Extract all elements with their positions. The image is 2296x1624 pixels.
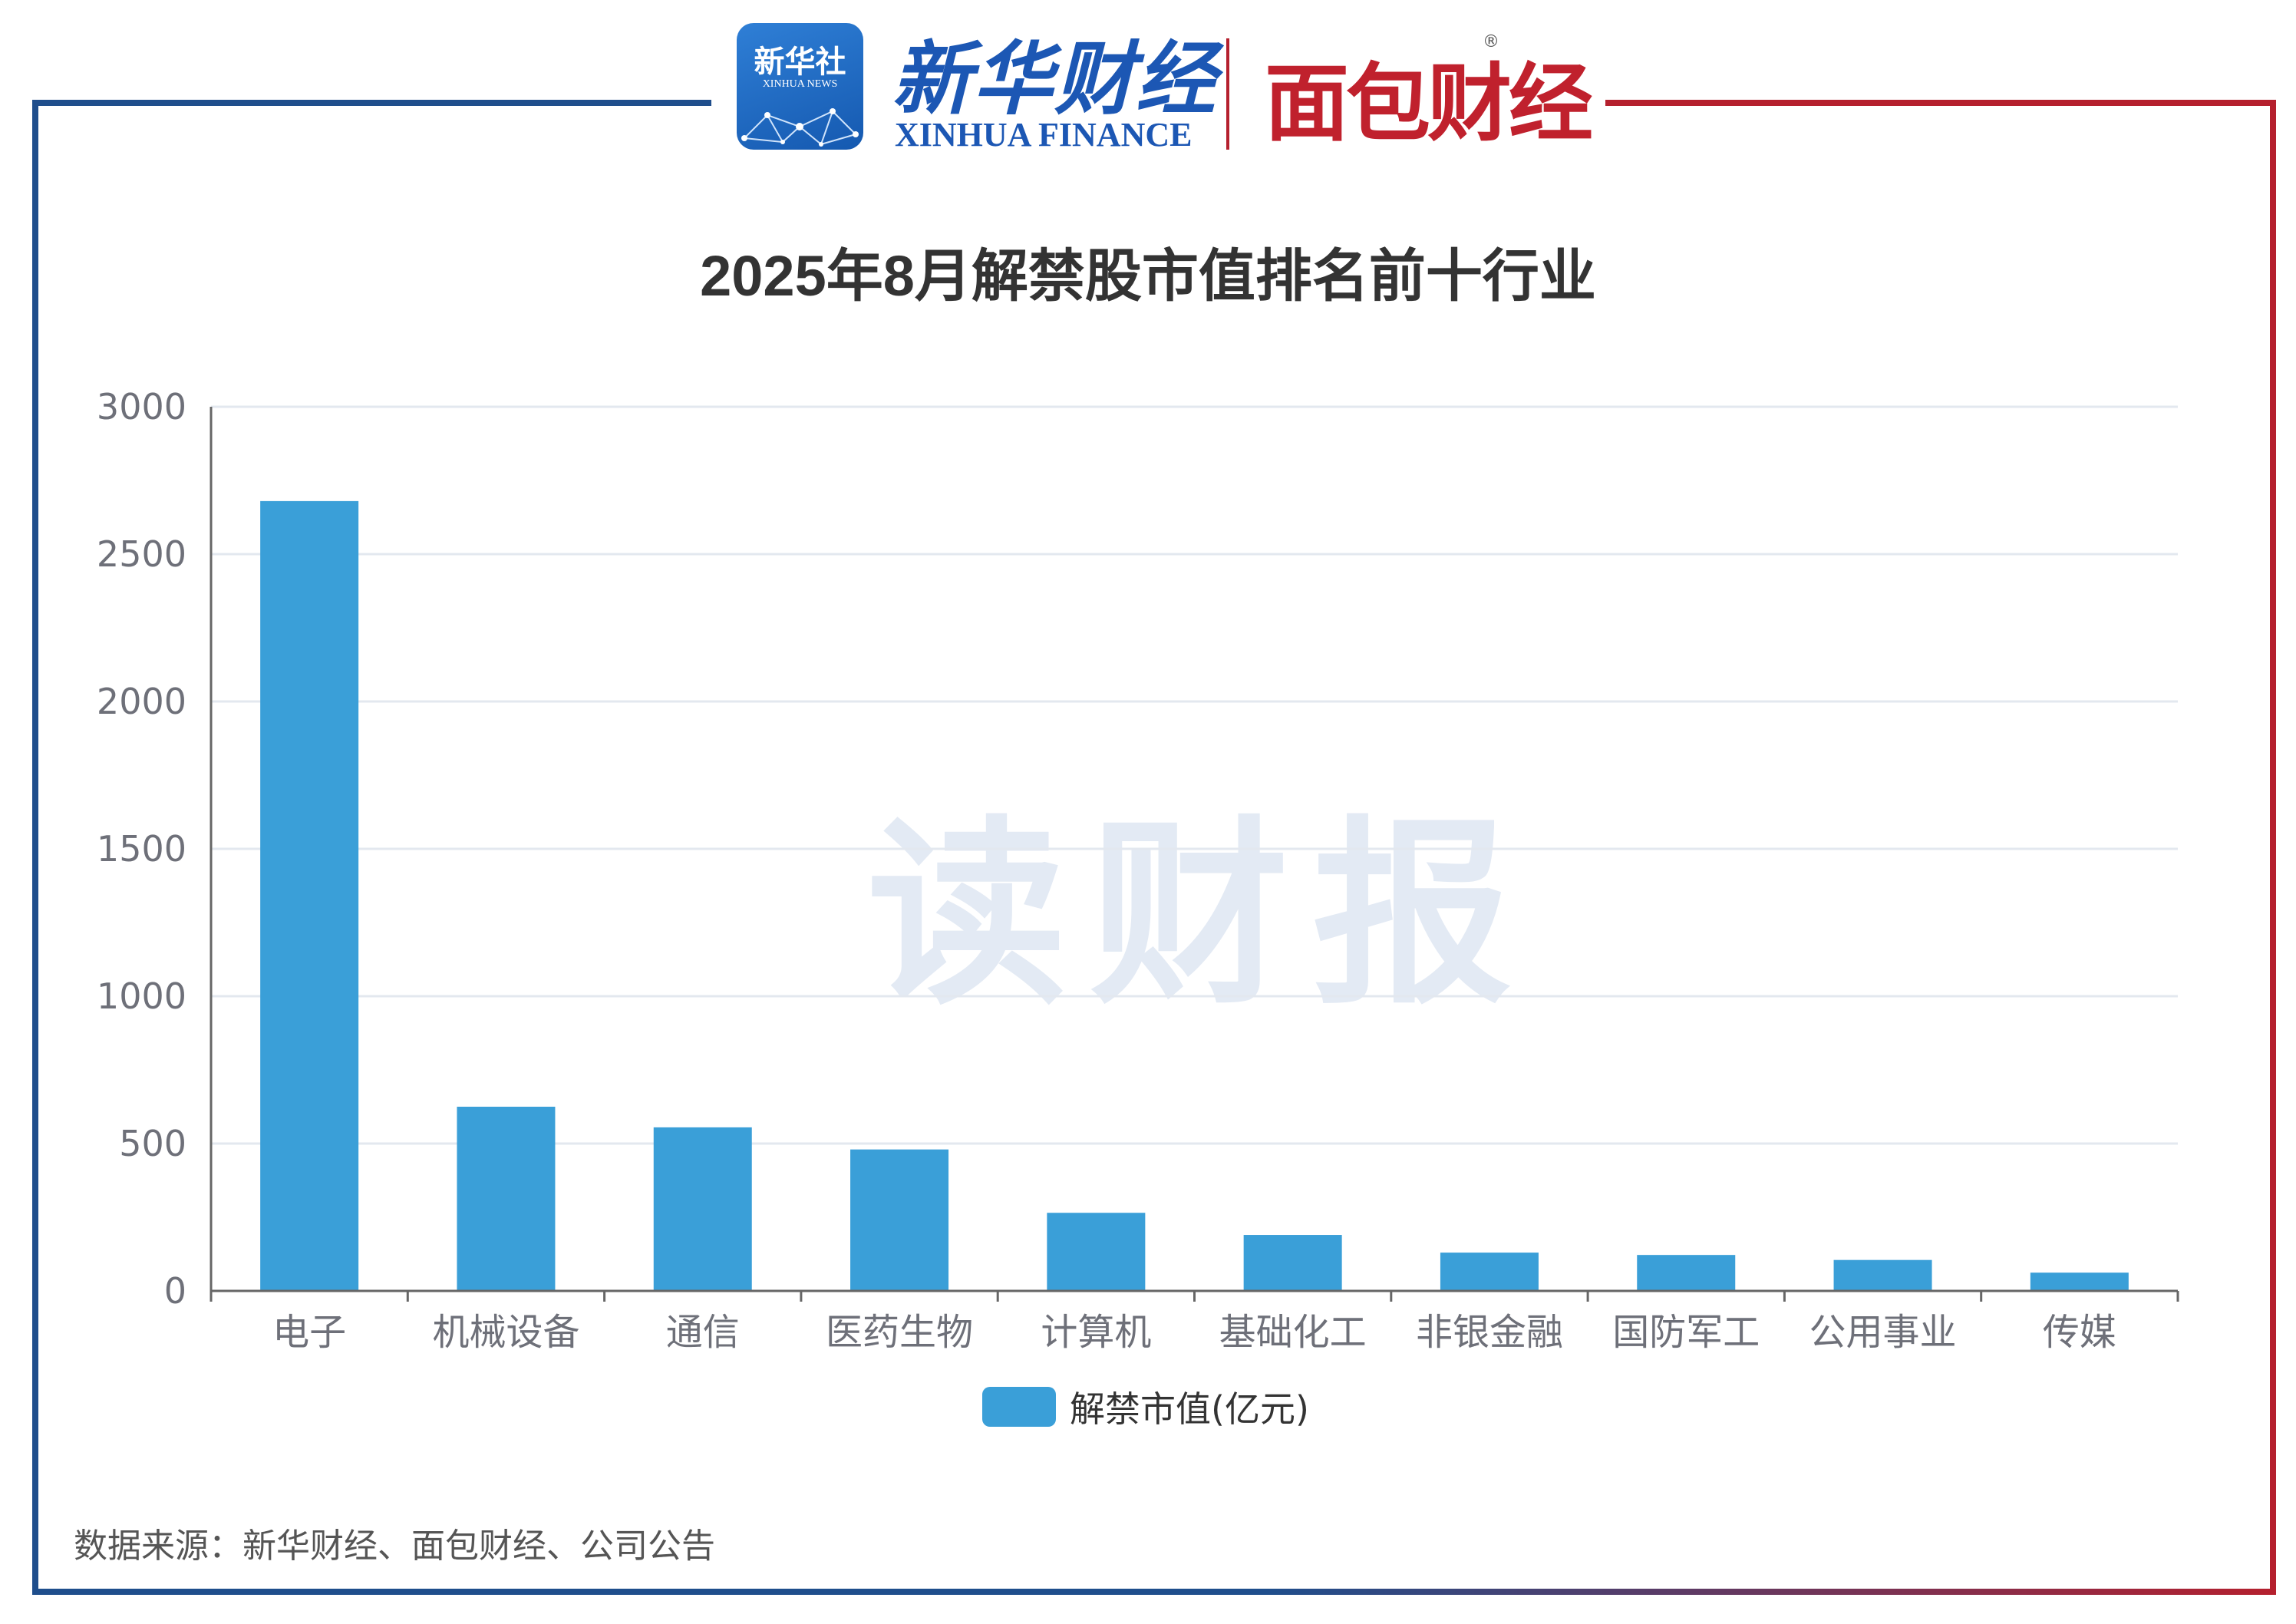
axes: 0 500 1000 1500 2000 2500 3000 电子 机械设备 通信 医药生物 计算机 基… [97, 386, 2179, 1354]
watermark: 读财报 [867, 800, 1535, 1032]
bar-2 [457, 1107, 556, 1291]
xinhua-finance-logo: 新华财经 [892, 31, 1218, 126]
legend-swatch [982, 1387, 1056, 1427]
bars [260, 500, 2129, 1291]
bar-1 [260, 500, 359, 1291]
x-tick-label: 非银金融 [1416, 1311, 1563, 1354]
bar-5 [1047, 1213, 1146, 1291]
grid-lines [211, 405, 2178, 1145]
y-tick-label: 500 [119, 1123, 186, 1164]
xinhua-logo-subtext: XINHUA NEWS [762, 78, 838, 90]
mianbao-finance-logo: 面包财经 [1265, 54, 1593, 153]
x-tick-label: 医药生物 [826, 1311, 973, 1354]
source-note: 数据来源：新华财经、面包财经、公司公告 [74, 1527, 715, 1566]
bar-9 [1833, 1259, 1932, 1291]
chart-title: 2025年8月解禁股市值排名前十行业 [700, 244, 1596, 308]
frame-right-line [2270, 100, 2276, 1595]
legend-label: 解禁市值(亿元) [1070, 1388, 1309, 1430]
y-tick-label: 0 [164, 1270, 186, 1312]
xinhua-news-logo: 新华社 XINHUA NEWS [737, 23, 863, 150]
x-tick-label: 电子 [272, 1311, 346, 1354]
x-tick-label: 基础化工 [1219, 1311, 1367, 1354]
y-tick-label: 2500 [97, 533, 186, 575]
network-icon [741, 108, 859, 147]
x-tick-label: 计算机 [1041, 1311, 1151, 1354]
frame-top-right-line [1605, 100, 2276, 106]
frame [32, 100, 2276, 1595]
x-tick-label: 国防军工 [1612, 1311, 1760, 1354]
frame-left-line [32, 100, 38, 1595]
y-tick-label: 2000 [97, 681, 186, 722]
legend: 解禁市值(亿元) [982, 1381, 1309, 1432]
y-tick-label: 3000 [97, 386, 186, 427]
bar-4 [850, 1149, 949, 1291]
x-tick-label: 机械设备 [432, 1311, 579, 1354]
xinhua-logo-text: 新华社 [754, 44, 846, 80]
frame-top-left-line [32, 100, 711, 106]
bar-7 [1440, 1253, 1539, 1291]
y-tick-label: 1000 [97, 975, 186, 1017]
frame-bottom-line [32, 1589, 2276, 1595]
xinhua-finance-logo-en: XINHUA FINANCE [895, 116, 1193, 153]
y-tick-label: 1500 [97, 828, 186, 870]
x-tick-label: 传媒 [2043, 1311, 2116, 1354]
x-tick-label: 公用事业 [1809, 1311, 1957, 1354]
bar-8 [1637, 1255, 1736, 1291]
bar-6 [1243, 1235, 1342, 1291]
registered-mark: ® [1483, 32, 1499, 51]
bar-10 [2030, 1272, 2129, 1291]
x-tick-label: 通信 [666, 1311, 740, 1354]
logo-divider [1226, 38, 1229, 150]
bar-3 [653, 1127, 752, 1291]
